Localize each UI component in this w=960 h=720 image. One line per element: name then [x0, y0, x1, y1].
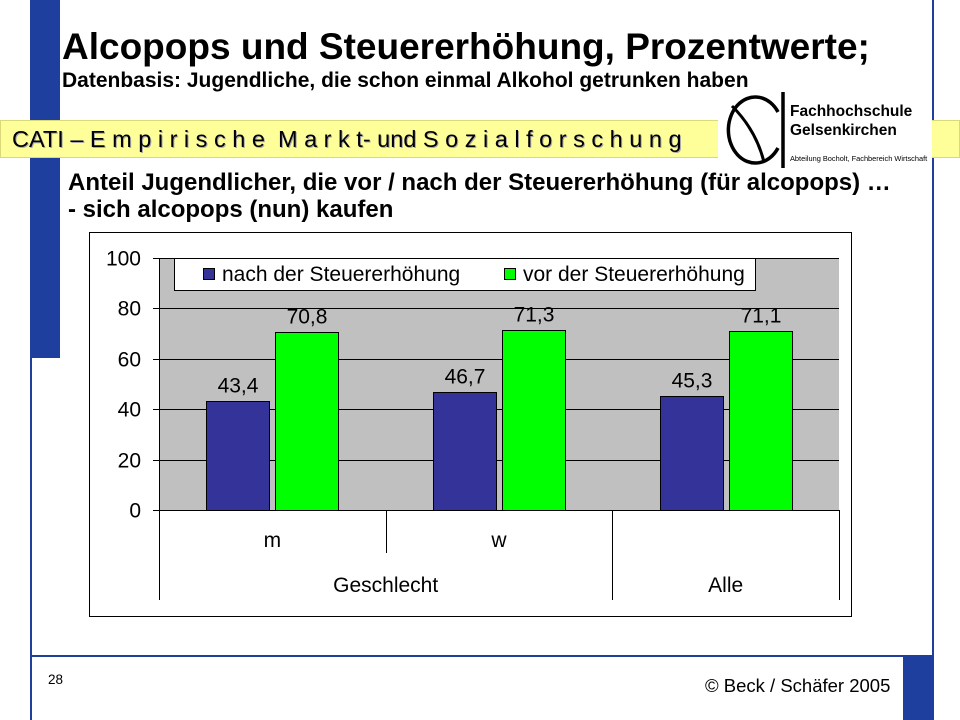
logo: Fachhochschule Gelsenkirchen Abteilung B…: [718, 90, 932, 170]
slide-title: Alcopops und Steuererhöhung, Prozentwert…: [62, 26, 870, 67]
legend-swatch: [504, 268, 516, 280]
bar: [206, 401, 270, 511]
y-tick-label: 40: [118, 399, 141, 422]
bar: [502, 330, 566, 511]
y-tick-label: 100: [106, 248, 141, 271]
y-tick-label: 60: [118, 349, 141, 372]
plot-area: [159, 258, 839, 510]
legend-swatch: [203, 268, 215, 280]
category-label: m: [264, 529, 282, 552]
left-frame-bar: [30, 0, 60, 358]
bar-chart: 0 20 40 60 80 100 43,4 46,7 45,3 70,8 71,3 71,1 m w Al…: [89, 232, 852, 617]
copyright: © Beck / Schäfer 2005: [705, 675, 891, 696]
logo-department: Abteilung Bocholt, Fachbereich Wirtschaf…: [790, 154, 928, 163]
question-line-2: - sich alcopops (nun) kaufen: [68, 196, 394, 223]
question-text: Anteil Jugendlicher, die vor / nach der …: [68, 169, 891, 223]
question-line-1: Anteil Jugendlicher, die vor / nach der …: [68, 169, 891, 196]
legend-label: vor der Steuererhöhung: [523, 263, 745, 286]
logo-stroke: [730, 104, 766, 163]
right-frame-block: [903, 656, 934, 720]
page-number: 28: [48, 672, 64, 687]
bar: [275, 332, 339, 511]
y-tick-label: 80: [118, 298, 141, 321]
bar: [660, 396, 724, 511]
data-label: 45,3: [672, 370, 713, 393]
bar: [729, 331, 793, 511]
bar: [433, 392, 497, 511]
bottom-frame-line: [30, 655, 934, 657]
category-group-label: Geschlecht: [333, 574, 438, 597]
logo-name-line-1: Fachhochschule: [790, 103, 913, 120]
data-label: 43,4: [218, 375, 259, 398]
slide-subtitle: Datenbasis: Jugendliche, die schon einma…: [62, 69, 749, 92]
y-tick-label: 20: [118, 450, 141, 473]
logo-ring: [726, 95, 780, 165]
data-label: 70,8: [287, 306, 328, 329]
left-frame-line: [30, 0, 32, 720]
y-tick-label: 0: [129, 500, 141, 523]
legend-box: [174, 258, 756, 291]
category-label: Alle: [708, 574, 743, 597]
fh-gelsenkirchen-logo-icon: [726, 92, 785, 168]
data-label: 46,7: [445, 366, 486, 389]
category-label: w: [490, 529, 507, 552]
legend-label: nach der Steuererhöhung: [222, 263, 460, 286]
data-label: 71,3: [514, 304, 555, 327]
data-label: 71,1: [741, 305, 782, 328]
right-frame-line: [932, 0, 934, 656]
banner-text: CATI – E m p i r i s c h e M a r k t- un…: [12, 126, 682, 152]
logo-name-line-2: Gelsenkirchen: [790, 122, 897, 139]
